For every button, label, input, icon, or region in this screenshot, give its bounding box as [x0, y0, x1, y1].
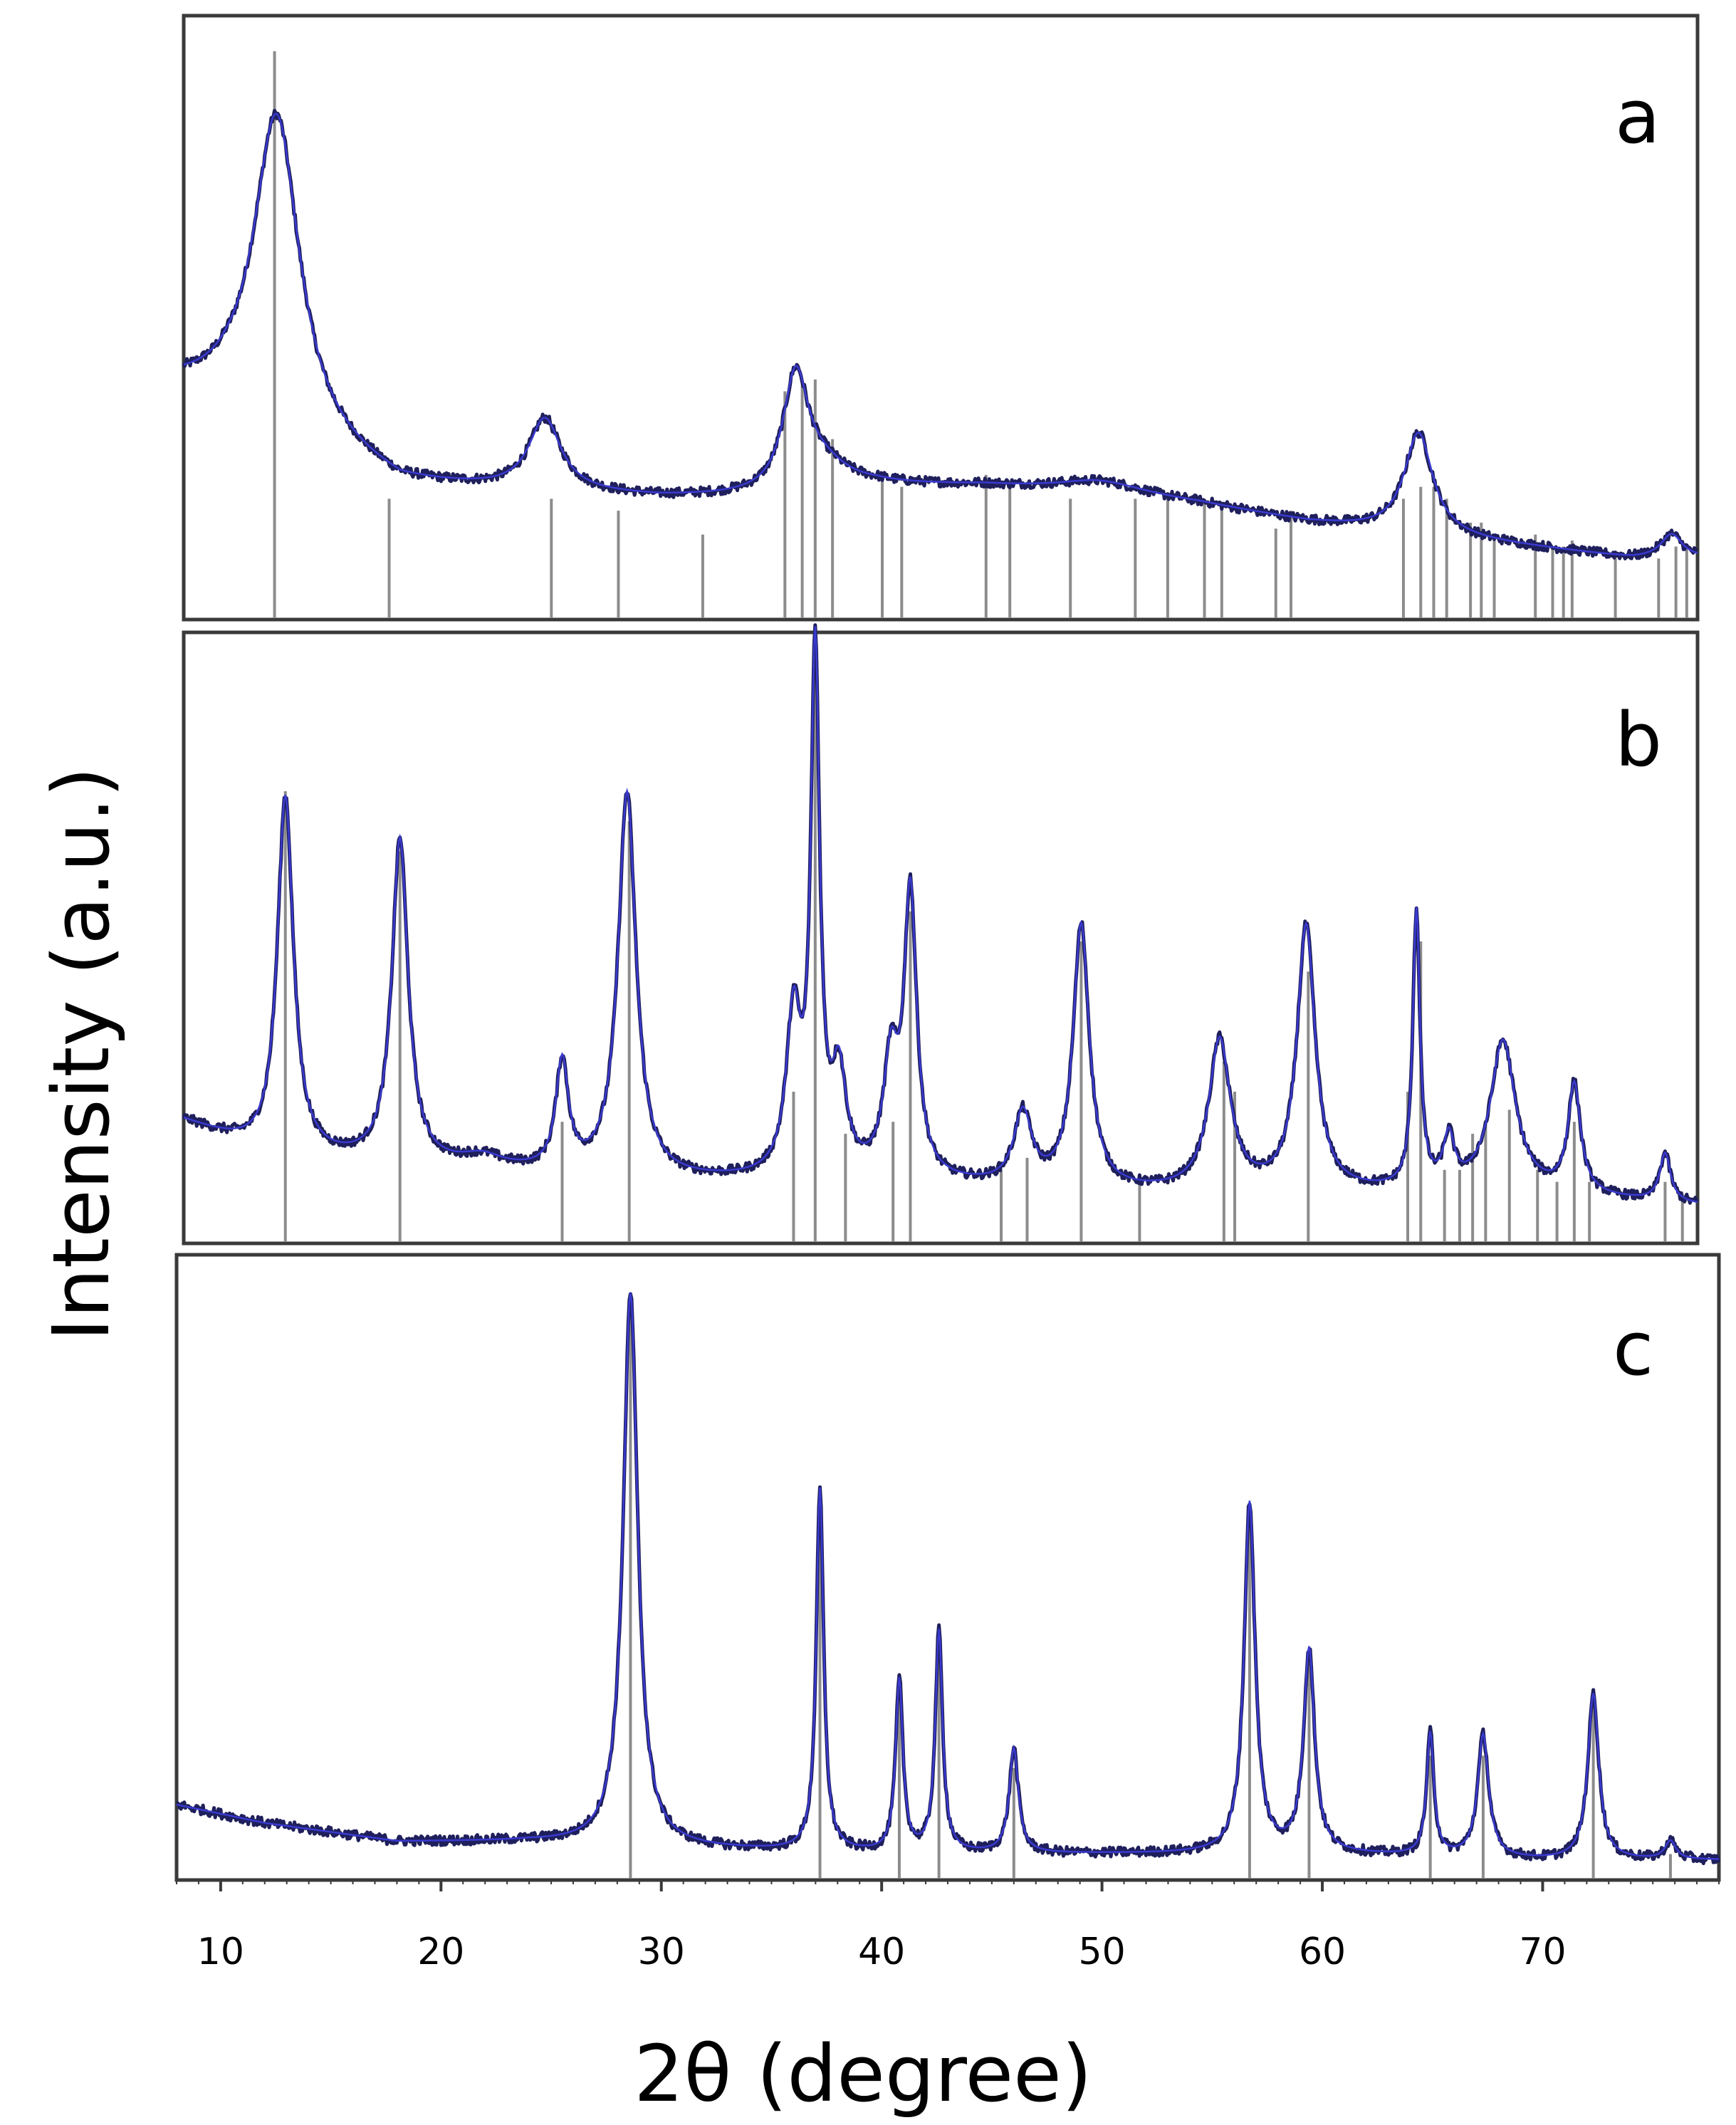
fitted-pattern-line	[176, 1293, 1720, 1860]
x-tick-label: 70	[1519, 1931, 1566, 1973]
x-axis-label: 2θ (degree)	[634, 2028, 1092, 2119]
panel-a-pattern	[182, 108, 1698, 560]
panel-b-label: b	[1615, 696, 1662, 783]
fitted-pattern-line	[183, 626, 1698, 1204]
y-axis-label: Intensity (a.u.)	[36, 767, 127, 1342]
x-tick-label: 30	[638, 1931, 685, 1973]
x-tick-label: 40	[858, 1931, 905, 1973]
panel-c-reference-lines	[629, 1295, 1672, 1879]
fitted-pattern-line	[183, 113, 1698, 556]
x-tick-label: 20	[417, 1931, 464, 1973]
panel-b-frame	[182, 630, 1700, 1246]
panel-b: b	[182, 623, 1700, 1246]
panel-c-label: c	[1613, 1305, 1653, 1392]
panel-b-pattern	[182, 623, 1699, 1205]
panel-a-reference-lines	[273, 51, 1688, 618]
x-tick-label: 10	[197, 1931, 244, 1973]
x-tick-label: 50	[1079, 1931, 1126, 1973]
x-axis: 10 20 30 40 50 60 70	[176, 1879, 1720, 1973]
panel-a-label: a	[1615, 73, 1661, 160]
panel-c-pattern	[176, 1292, 1721, 1866]
measured-pattern-line	[182, 108, 1698, 560]
x-tick-label: 60	[1299, 1931, 1346, 1973]
panel-a: a	[182, 14, 1700, 622]
panel-a-frame	[182, 14, 1700, 622]
